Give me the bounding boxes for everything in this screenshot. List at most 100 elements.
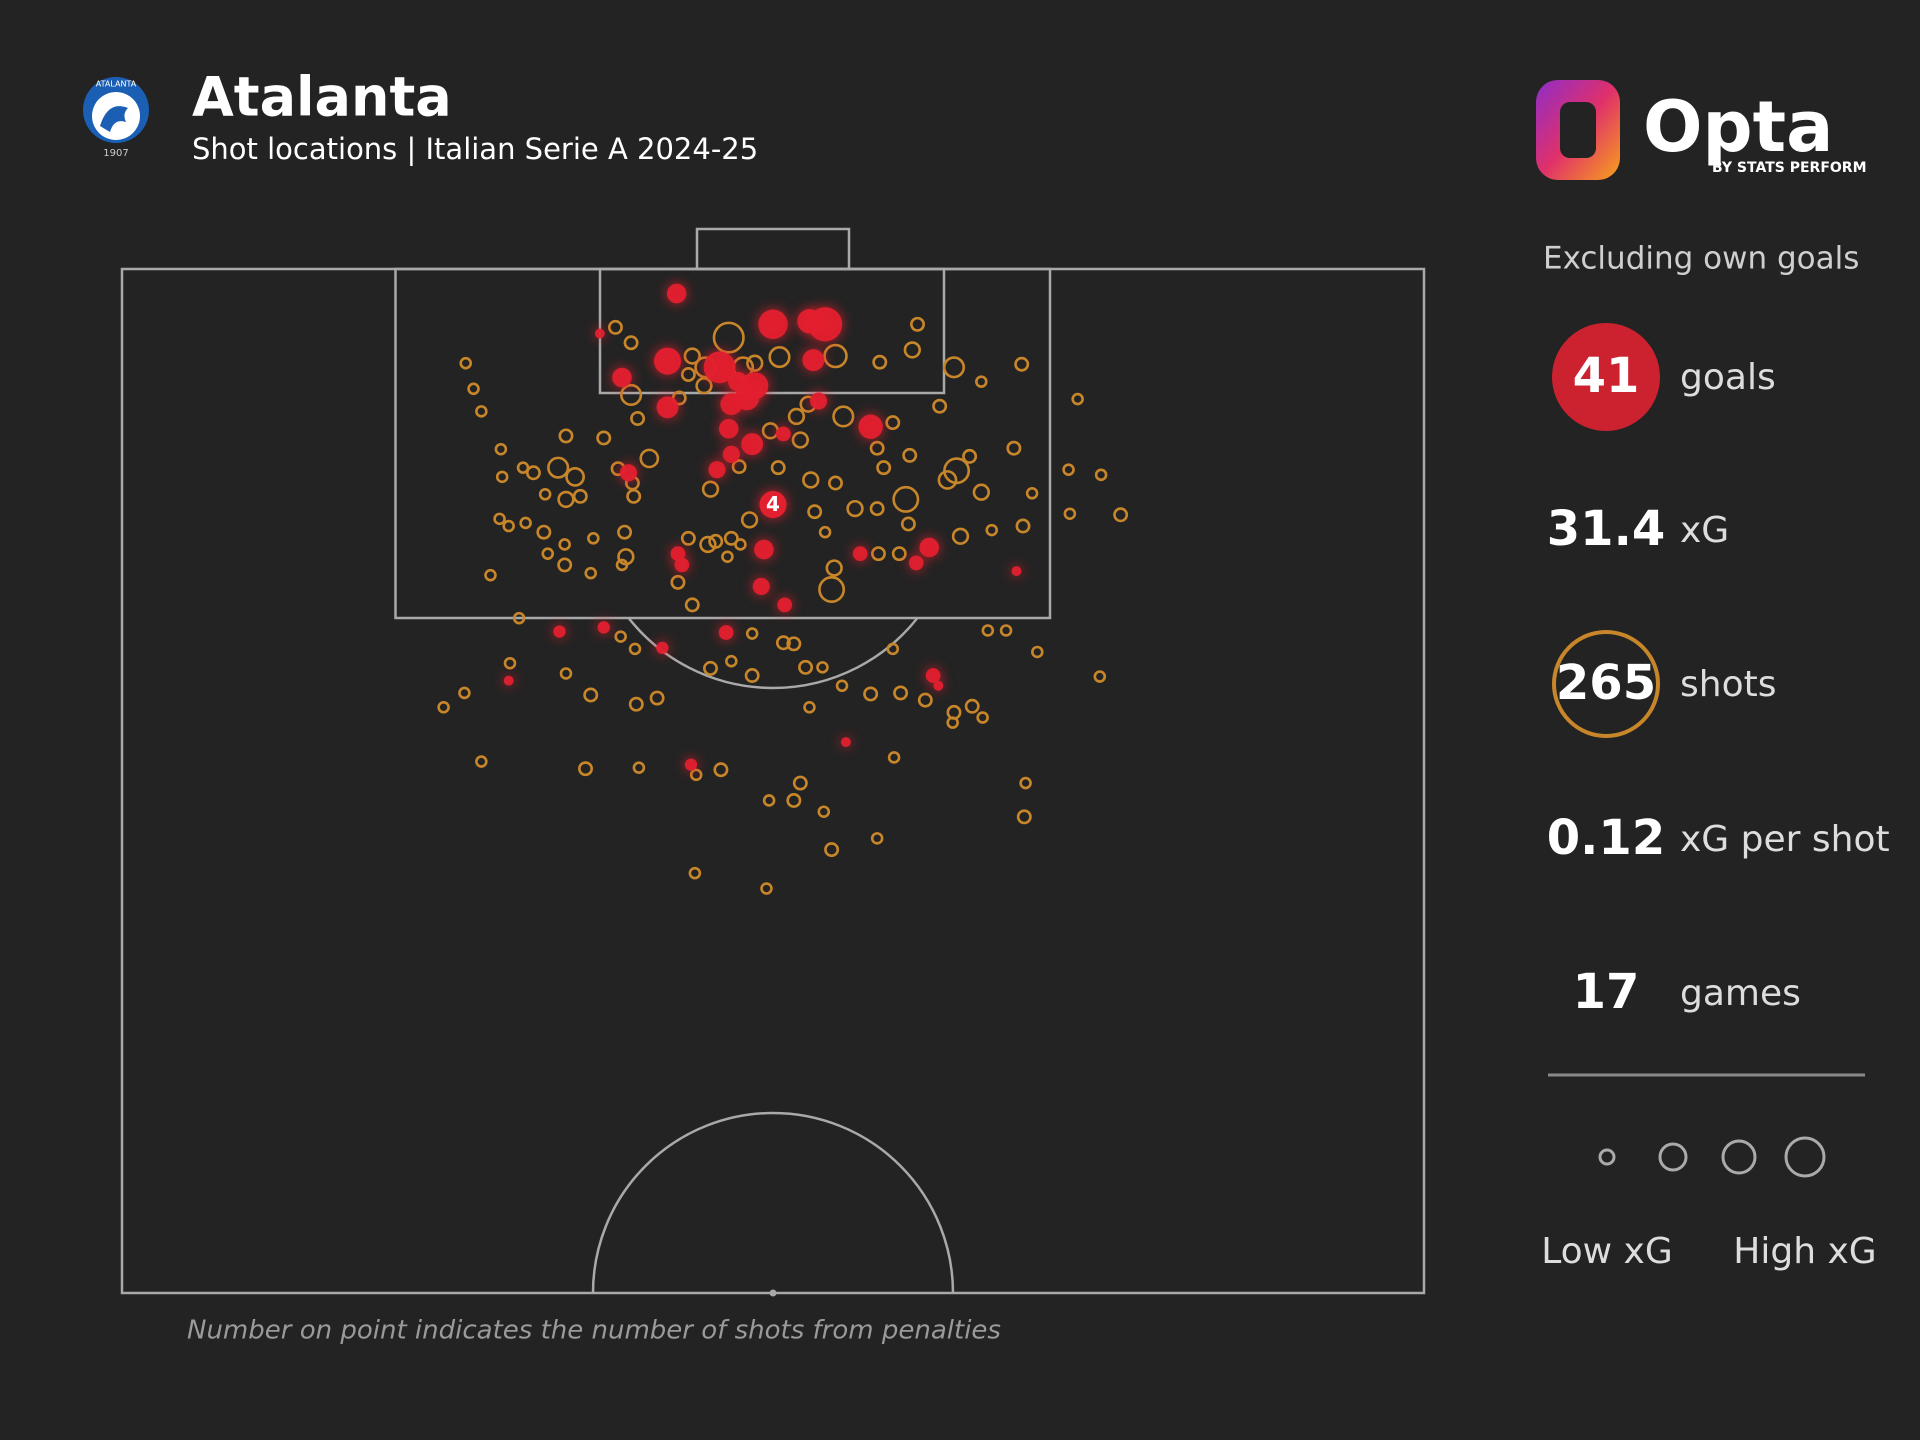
shot [494,442,508,456]
stat-value: 265 [1556,655,1656,711]
goal-shot [708,461,726,479]
goal-shot [722,445,740,463]
shot [683,347,701,365]
shot [802,471,820,489]
shot [770,460,786,476]
shot [495,470,509,484]
goal-shot [776,426,791,442]
goal-shot [728,371,748,392]
shot [902,447,918,463]
shot [538,488,552,501]
shot [712,321,745,354]
goal-shot [807,307,843,342]
shot [617,524,633,540]
shot [786,792,802,808]
goal-shot [752,577,770,596]
goal-shot [619,464,638,482]
shot [885,415,901,431]
shot [823,343,848,369]
shot [459,356,472,370]
shot [503,656,517,670]
shot [541,547,555,560]
shot [1015,518,1031,534]
shot [467,382,480,396]
shot [596,430,612,446]
penalty-count: 4 [766,492,780,516]
shot [893,685,909,701]
shot [985,523,999,537]
goal-shot [840,737,851,748]
shot [786,636,802,652]
shot [620,383,643,407]
goal-shot [503,675,514,686]
shot [787,407,806,426]
shot [887,751,901,764]
badge: ATALANTA 1907 [83,77,149,159]
shot [565,467,585,487]
shot [723,530,739,546]
shot [942,356,966,379]
shot [832,405,855,428]
shot [972,483,990,501]
goal-shot [653,347,682,375]
shot [578,761,593,777]
stat-value: 41 [1573,348,1640,404]
stats-note: Excluding own goals [1543,241,1859,277]
goals-badge [1552,323,1660,431]
shot [572,488,588,504]
shot [744,668,760,683]
shot [932,398,948,414]
shot [869,501,885,517]
shot [803,701,816,714]
stat-label: goals [1680,357,1776,398]
legend-high: High xG [1733,1231,1876,1272]
goal-shot [754,539,774,560]
shot [863,686,879,702]
center-spot [769,1289,777,1297]
shots: 4 [437,283,1129,895]
shot [536,524,552,540]
shot [1006,440,1022,456]
shot [623,335,639,351]
shot [649,690,665,706]
goal-shot [612,367,632,388]
shot [1063,507,1077,521]
shot [762,794,776,807]
shot [775,635,791,651]
stats: 41 goals 31.4 xG 265 shots 0.12 xG per shot 17 ga… [1547,348,1890,1020]
shot [872,354,888,370]
shot [807,504,823,520]
subtitle: Shot locations | Italian Serie A 2024-25 [192,132,758,166]
shot [981,624,995,637]
shot [1093,670,1107,683]
shot [614,630,627,643]
shot [734,538,747,551]
shot [870,546,886,562]
shot [1019,776,1032,790]
goal-shot [656,396,679,419]
goal-shot [908,555,924,571]
shot [816,661,829,674]
shot [976,711,989,724]
shot [684,597,700,613]
shot [951,527,970,545]
shot [475,755,488,768]
shot [1113,507,1129,523]
shot [689,768,703,782]
shot [1014,356,1030,372]
goal-shot [809,392,828,410]
goal-shot [674,557,690,573]
goal-shot [734,385,760,411]
goal-shot [597,621,610,634]
shot [512,611,526,625]
goal-shot [684,758,698,771]
legend-low: Low xG [1541,1231,1673,1272]
goal-shot [718,418,739,439]
goal-shot [594,328,605,339]
footnote: Number on point indicates the number of … [187,1316,1001,1346]
shot [458,686,471,700]
shot [688,866,702,880]
center-circle [591,1111,955,1294]
